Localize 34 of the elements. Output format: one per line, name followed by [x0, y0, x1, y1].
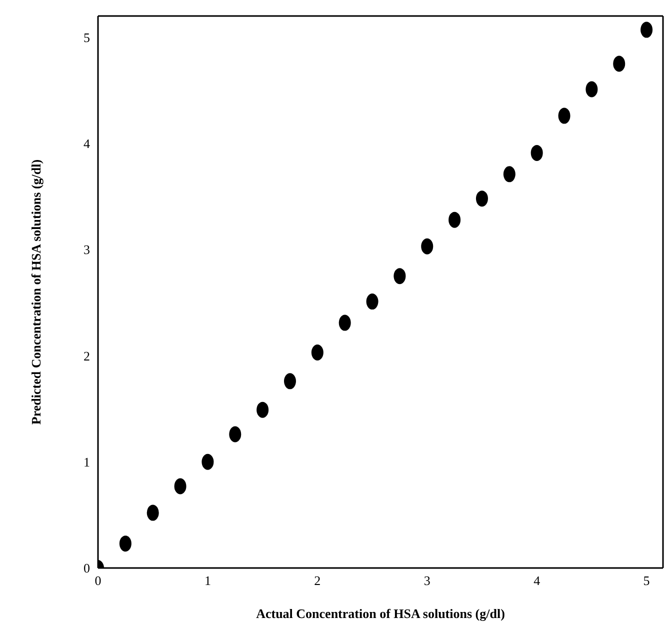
point — [311, 344, 324, 361]
point — [256, 402, 269, 418]
point — [586, 81, 598, 98]
point — [284, 373, 296, 390]
point — [613, 56, 626, 72]
point — [394, 268, 406, 284]
y-tick-label: 5 — [84, 30, 90, 45]
point — [503, 166, 516, 182]
point — [448, 212, 461, 228]
point — [229, 426, 242, 442]
point — [476, 190, 488, 207]
y-tick-label: 2 — [84, 348, 90, 364]
y-tick-label: 4 — [84, 136, 90, 151]
point — [530, 144, 543, 161]
x-tick-label: 5 — [643, 573, 650, 588]
point — [640, 22, 653, 38]
point — [338, 314, 351, 331]
point — [119, 536, 132, 552]
point — [146, 504, 159, 521]
x-tick-label: 0 — [94, 573, 102, 588]
point — [174, 478, 186, 494]
x-tick-label: 4 — [534, 573, 541, 588]
x-tick-label: 2 — [314, 573, 321, 588]
point — [558, 108, 570, 124]
x-tick-label: 1 — [204, 573, 211, 588]
y-axis-title: Predicted Concentration of HSA solutions (g/dl) — [28, 159, 44, 425]
x-tick-label: 3 — [424, 573, 430, 588]
y-tick-label: 0 — [84, 560, 90, 576]
point — [202, 454, 214, 470]
point — [421, 238, 434, 254]
y-tick-label: 1 — [84, 454, 90, 470]
point — [366, 294, 378, 310]
x-axis-title: Actual Concentration of HSA solutions (g/dl) — [256, 606, 505, 621]
y-tick-label: 3 — [84, 242, 90, 258]
